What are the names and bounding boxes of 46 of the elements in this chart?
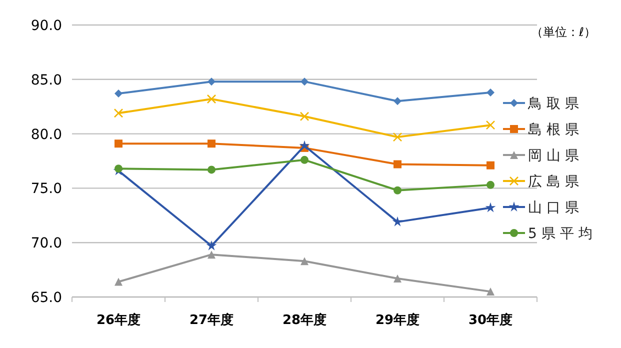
legend-label: 山 口 県 (528, 200, 579, 216)
point (486, 180, 494, 189)
point (300, 156, 308, 164)
point (206, 94, 216, 104)
point (208, 166, 216, 174)
legend-label: 鳥 取 県 (527, 96, 579, 112)
point (114, 164, 122, 173)
legend-label: 島 根 県 (528, 122, 579, 138)
point (300, 112, 310, 122)
point (486, 288, 494, 296)
point (114, 140, 122, 148)
point (486, 88, 494, 96)
point (394, 97, 402, 106)
point (486, 161, 494, 170)
x-tick-label: 30年度 (468, 312, 513, 328)
point (299, 140, 310, 150)
point (485, 202, 496, 212)
point (394, 274, 402, 283)
legend-label: 広 島 県 (528, 174, 579, 190)
legend-label: 岡 山 県 (528, 148, 579, 164)
x-tick-label: 27年度 (189, 312, 234, 328)
annotation: （単位：ℓ） (531, 25, 596, 39)
point (392, 132, 402, 142)
point (114, 90, 122, 98)
y-tick-label: 80.0 (30, 126, 62, 143)
point (114, 278, 122, 286)
point (394, 160, 402, 168)
point (300, 257, 308, 266)
point (300, 78, 308, 86)
point (206, 240, 217, 250)
point (394, 186, 402, 194)
legend-label: 5 県 平 均 (528, 226, 592, 242)
point (114, 108, 124, 118)
point (392, 216, 403, 226)
point (208, 140, 216, 148)
y-tick-label: 70.0 (30, 236, 62, 252)
y-tick-label: 90.0 (30, 18, 62, 34)
point (486, 120, 496, 130)
x-tick-label: 28年度 (282, 312, 327, 328)
y-tick-label: 85.0 (30, 72, 62, 88)
y-tick-label: 65.0 (30, 290, 62, 306)
y-tick-label: 75.0 (30, 181, 62, 198)
x-tick-label: 26年度 (96, 312, 141, 328)
point (208, 250, 216, 259)
point (208, 78, 216, 86)
x-tick-label: 29年度 (375, 312, 420, 328)
